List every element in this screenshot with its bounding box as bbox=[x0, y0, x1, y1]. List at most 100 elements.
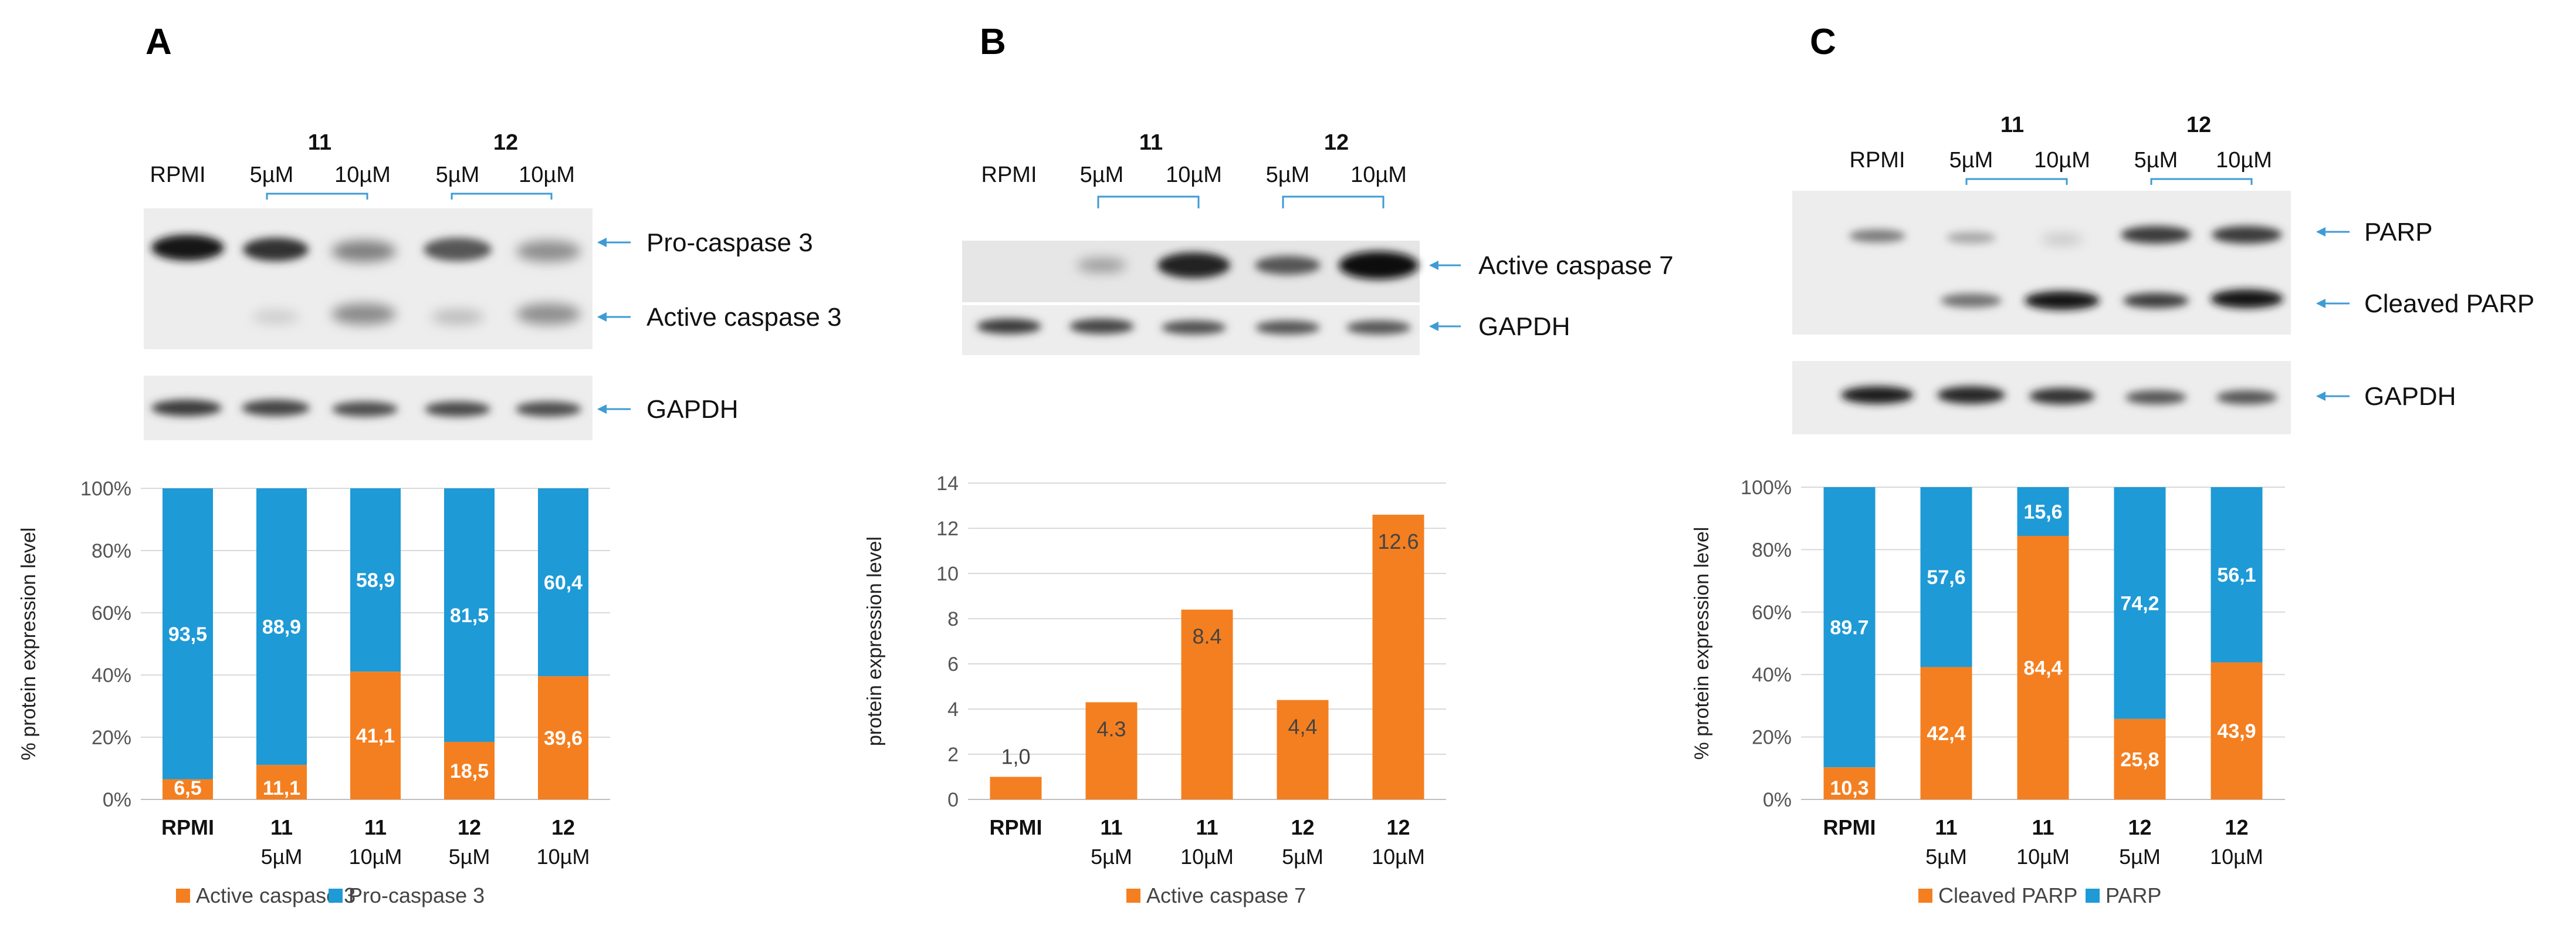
panel-b-lane-12-10: 10µM bbox=[1350, 163, 1407, 187]
panel-c-ytick-label: 20% bbox=[1752, 727, 1792, 749]
panel-c-legend-swatch bbox=[2086, 889, 2100, 903]
panel-b-category-sublabel: 10µM bbox=[1180, 845, 1234, 869]
panel-c-ytick-label: 0% bbox=[1763, 789, 1792, 811]
panel-a-bar-0-2 bbox=[350, 671, 401, 799]
panel-b-bar-label-0-4: 12.6 bbox=[1377, 529, 1419, 554]
panel-a-lane-12-5: 5µM bbox=[436, 163, 480, 187]
panel-a-bar-label-1-1: 88,9 bbox=[262, 616, 301, 639]
panel-c-lane-rpmi: RPMI bbox=[1850, 148, 1905, 173]
panel-a-ytick-label: 80% bbox=[92, 540, 131, 562]
panel-c-lane-11-5: 5µM bbox=[1949, 148, 1993, 173]
panel-c-bar-1-2 bbox=[2017, 487, 2069, 536]
panel-a-bar-1-4 bbox=[538, 488, 588, 677]
panel-b-legend-label: Active caspase 7 bbox=[1146, 883, 1306, 907]
arrow-left-icon bbox=[2316, 227, 2350, 237]
panel-c-bar-0-2 bbox=[2017, 535, 2069, 799]
panel-c-category-label: 12 bbox=[2128, 815, 2151, 839]
panel-b-bracket-11 bbox=[1097, 195, 1200, 208]
panel-c-bar-label-0-1: 42,4 bbox=[1927, 723, 1965, 745]
panel-a-bar-label-1-4: 60,4 bbox=[544, 572, 583, 594]
arrow-left-icon bbox=[2316, 299, 2350, 308]
panel-a-group-11: 11 bbox=[308, 130, 331, 155]
panel-a-category-label: 11 bbox=[270, 815, 293, 839]
panel-c-bar-0-1 bbox=[1920, 667, 1972, 799]
panel-c-blot-header: 11 12 RPMI 5µM 10µM 5µM 10µM bbox=[1850, 113, 2272, 185]
panel-c-category-sublabel: 5µM bbox=[2119, 845, 2161, 869]
panel-c-category-sublabel: 5µM bbox=[1925, 845, 1967, 869]
panel-a-ytick-label: 100% bbox=[80, 478, 131, 500]
panel-c-category-label: 12 bbox=[2225, 815, 2248, 839]
panel-c-lane-11-10: 10µM bbox=[2034, 148, 2090, 173]
panel-c-bar-label-1-4: 56,1 bbox=[2217, 564, 2256, 586]
panel-c-label-parp: PARP bbox=[2364, 218, 2433, 247]
panel-b-blot-gapdh bbox=[962, 305, 1420, 355]
panel-b-ytick-label: 4 bbox=[947, 698, 959, 721]
panel-a-bar-label-1-3: 81,5 bbox=[450, 605, 489, 627]
panel-a-label-procaspase3: Pro-caspase 3 bbox=[646, 228, 813, 257]
panel-b-bar-label-0-2: 8.4 bbox=[1192, 625, 1221, 649]
panel-a-legend-swatch bbox=[329, 889, 343, 903]
panel-c-bar-label-0-2: 84,4 bbox=[2023, 657, 2062, 679]
panel-c-bar-label-0-4: 43,9 bbox=[2217, 720, 2256, 743]
panel-a-bar-label-1-2: 58,9 bbox=[356, 569, 395, 592]
panel-b-bar-0-1 bbox=[1085, 702, 1138, 799]
panel-b-ytick-label: 2 bbox=[947, 744, 959, 766]
panel-c-category-sublabel: 10µM bbox=[2016, 845, 2070, 869]
panel-a-lane-12-10: 10µM bbox=[519, 163, 575, 187]
panel-a-legend-label: Pro-caspase 3 bbox=[348, 883, 485, 907]
panel-c-bar-0-4 bbox=[2211, 662, 2263, 799]
arrow-left-icon bbox=[597, 404, 631, 414]
panel-a-ytick-label: 0% bbox=[103, 789, 131, 811]
panel-b-ytick-label: 0 bbox=[947, 789, 959, 811]
panel-b: B 11 12 RPMI 5µM 10µM 5µM 10µM bbox=[864, 22, 1674, 907]
panel-c-ytick-label: 100% bbox=[1741, 477, 1792, 499]
panel-a: A 11 12 RPMI 5µM 10µM 5µM 10µM bbox=[18, 22, 842, 907]
panel-a-category-sublabel: 10µM bbox=[537, 845, 590, 869]
panel-a-lane-11-5: 5µM bbox=[250, 163, 294, 187]
panel-b-legend-swatch bbox=[1126, 889, 1140, 903]
panel-a-letter: A bbox=[145, 22, 172, 62]
panel-a-bar-1-0 bbox=[163, 488, 213, 779]
panel-b-ylabel: protein expression level bbox=[864, 536, 886, 746]
panel-c-label-gapdh: GAPDH bbox=[2364, 382, 2456, 411]
panel-c-bar-label-1-2: 15,6 bbox=[2023, 501, 2062, 523]
panel-b-bar-label-0-1: 4.3 bbox=[1096, 717, 1126, 741]
panel-b-category-label: 11 bbox=[1196, 815, 1218, 839]
panel-a-bar-0-4 bbox=[538, 676, 588, 799]
panel-c-group-12: 12 bbox=[2186, 113, 2211, 137]
panel-c-lane-12-5: 5µM bbox=[2134, 148, 2178, 173]
panel-a-bar-1-3 bbox=[444, 488, 495, 742]
panel-b-bar-label-0-3: 4,4 bbox=[1288, 715, 1317, 739]
panel-c-ylabel: % protein expression level bbox=[1691, 527, 1713, 760]
panel-a-blot-header: 11 12 RPMI 5µM 10µM 5µM 10µM bbox=[150, 130, 575, 200]
panel-a-group-12: 12 bbox=[493, 130, 518, 155]
panel-b-letter: B bbox=[980, 22, 1006, 62]
arrow-left-icon bbox=[1429, 322, 1461, 331]
arrow-left-icon bbox=[2316, 392, 2350, 401]
panel-b-label-gapdh: GAPDH bbox=[1478, 312, 1570, 341]
panel-a-category-label: 12 bbox=[551, 815, 575, 839]
panel-a-bar-label-0-3: 18,5 bbox=[450, 760, 489, 782]
panel-c-bar-0-3 bbox=[2114, 718, 2166, 799]
panel-a-ytick-label: 20% bbox=[92, 727, 131, 749]
panel-c-lane-12-10: 10µM bbox=[2216, 148, 2272, 173]
panel-b-blot-header: 11 12 RPMI 5µM 10µM 5µM 10µM bbox=[981, 130, 1407, 208]
panel-a-bar-0-1 bbox=[256, 765, 307, 799]
panel-c-bracket-12 bbox=[2150, 178, 2253, 185]
panel-c-ytick-label: 80% bbox=[1752, 539, 1792, 561]
panel-b-lane-11-5: 5µM bbox=[1080, 163, 1124, 187]
panel-a-category-label: RPMI bbox=[161, 815, 214, 839]
arrow-left-icon bbox=[597, 312, 631, 322]
panel-c-ytick-label: 40% bbox=[1752, 664, 1792, 686]
panel-b-bar-label-0-0: 1,0 bbox=[1001, 745, 1030, 769]
panel-c: C 11 12 RPMI 5µM 10µM 5µM 10µM bbox=[1691, 22, 2534, 907]
panel-b-label-activecaspase7: Active caspase 7 bbox=[1478, 251, 1674, 280]
panel-a-category-sublabel: 5µM bbox=[261, 845, 303, 869]
panel-c-category-label: 11 bbox=[2032, 815, 2054, 839]
panel-a-category-sublabel: 5µM bbox=[449, 845, 490, 869]
panel-a-bar-label-1-0: 93,5 bbox=[168, 623, 207, 646]
panel-c-bar-label-1-3: 74,2 bbox=[2120, 592, 2159, 615]
panel-b-category-sublabel: 10µM bbox=[1372, 845, 1425, 869]
panel-a-legend-swatch bbox=[176, 889, 190, 903]
